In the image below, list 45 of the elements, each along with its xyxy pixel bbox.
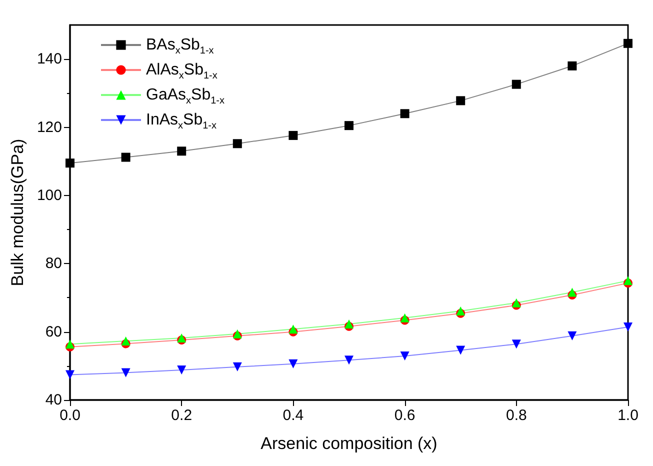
x-tick-label: 0.8 bbox=[506, 407, 527, 424]
x-tick-label: 0.4 bbox=[282, 407, 304, 424]
x-axis-title: Arsenic composition (x) bbox=[260, 434, 438, 453]
point bbox=[288, 324, 298, 334]
point bbox=[121, 368, 130, 378]
point bbox=[121, 336, 130, 346]
y-tick-label: 80 bbox=[45, 255, 62, 272]
point bbox=[624, 38, 632, 48]
point bbox=[177, 146, 186, 156]
point bbox=[344, 121, 354, 130]
point bbox=[624, 322, 632, 332]
point bbox=[344, 356, 354, 365]
point bbox=[568, 331, 577, 340]
point bbox=[512, 298, 521, 308]
point bbox=[66, 370, 74, 380]
point bbox=[512, 80, 521, 89]
point bbox=[66, 158, 74, 168]
point bbox=[177, 333, 186, 342]
point bbox=[400, 352, 410, 361]
point bbox=[512, 340, 521, 349]
y-tick-label: 40 bbox=[45, 392, 62, 408]
y-tick-label: 120 bbox=[36, 118, 62, 136]
point bbox=[177, 366, 186, 374]
y-axis-title: Bulk modulus(GPa) bbox=[8, 138, 28, 286]
x-tick-label: 0.2 bbox=[171, 407, 192, 424]
point bbox=[400, 313, 410, 322]
point bbox=[400, 109, 410, 118]
point bbox=[624, 276, 632, 286]
point bbox=[344, 319, 354, 328]
x-tick-label: 0.6 bbox=[394, 407, 416, 424]
point bbox=[568, 61, 577, 70]
point bbox=[232, 362, 242, 372]
point bbox=[456, 346, 466, 355]
point bbox=[121, 152, 130, 162]
y-tick-label: 100 bbox=[36, 186, 62, 204]
point bbox=[456, 96, 466, 106]
x-tick-label: 0.0 bbox=[60, 407, 80, 424]
point bbox=[232, 139, 242, 148]
y-tick-label: 60 bbox=[45, 323, 62, 340]
point bbox=[66, 340, 74, 349]
point bbox=[568, 288, 577, 297]
point bbox=[288, 359, 298, 368]
x-tick-label: 1.0 bbox=[618, 407, 638, 424]
point bbox=[288, 130, 298, 140]
y-tick-label: 140 bbox=[36, 50, 62, 68]
